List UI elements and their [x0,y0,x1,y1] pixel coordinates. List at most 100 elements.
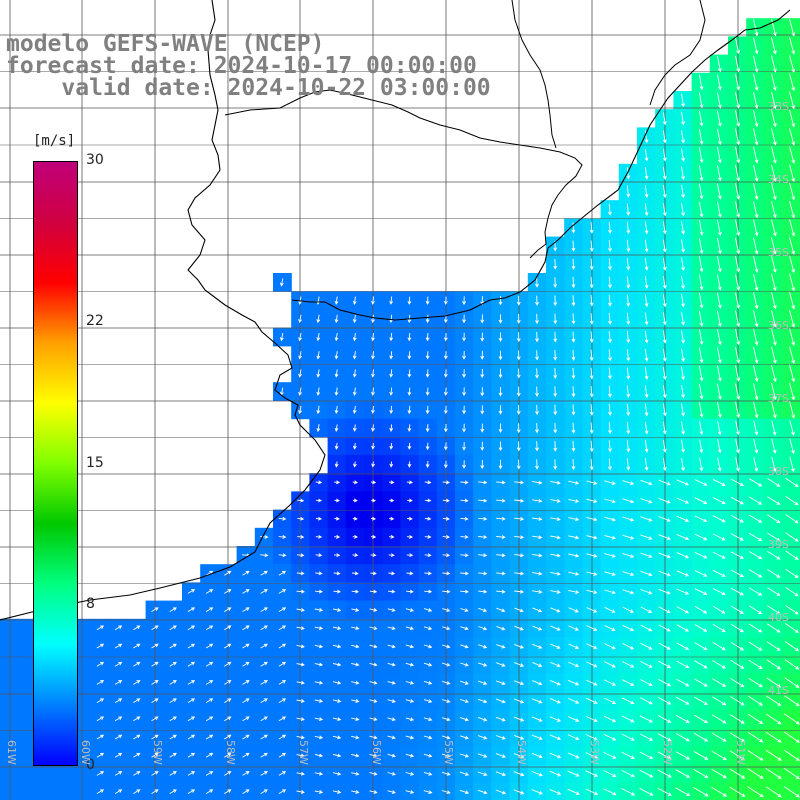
wind-arrow [585,697,598,704]
wind-arrow [716,201,722,218]
wind-arrow [622,624,635,632]
wind-arrow [589,240,594,252]
wind-arrow [531,771,543,777]
wind-arrow [694,570,708,577]
wind-cell [782,728,800,747]
wind-arrow [133,752,141,758]
wind-arrow [784,659,800,670]
wind-arrow [371,498,377,503]
wind-arrow [442,680,451,685]
wind-arrow [442,608,451,612]
wind-arrow [496,680,506,686]
wind-arrow [771,110,777,128]
wind-arrow [639,769,654,778]
wind-arrow [442,571,451,576]
wind-arrow [553,277,558,288]
wind-arrow [789,255,796,274]
wind-cell [0,691,19,711]
wind-arrow [693,787,709,797]
wind-arrow [640,679,653,687]
wind-arrow [712,515,726,523]
wind-arrow [477,698,488,704]
wind-arrow [698,347,704,364]
wind-arrow [278,607,287,612]
wind-arrow [675,714,690,723]
wind-arrow [443,387,448,396]
wind-arrow [423,717,433,722]
wind-arrow [698,402,704,418]
wind-arrow [568,625,579,631]
wind-arrow [315,571,323,576]
wind-arrow [753,274,759,292]
wind-arrow [298,296,302,305]
wind-arrow [644,421,649,435]
wind-arrow [658,588,671,595]
wind-arrow [789,146,796,164]
wind-arrow [657,751,672,760]
wind-arrow [114,698,123,703]
wind-arrow [766,713,782,725]
wind-arrow [224,698,232,703]
wind-arrow [622,480,635,486]
wind-arrow [549,734,562,741]
wind-arrow [753,201,759,219]
wind-arrow [767,478,781,487]
wind-cell [473,782,492,800]
wind-arrow [332,626,342,631]
wind-arrow [169,698,177,703]
wind-arrow [407,369,412,378]
wind-arrow [681,93,686,108]
wind-arrow [316,332,321,342]
wind-arrow [698,74,704,91]
wind-arrow [698,383,704,400]
wind-arrow [711,768,727,779]
wind-arrow [495,716,506,722]
wind-arrow [789,91,796,110]
wind-cell [782,127,800,147]
wind-arrow [532,607,543,613]
wind-arrow [753,365,759,383]
wind-arrow [694,642,708,651]
wind-arrow [443,332,448,342]
wind-arrow [712,605,726,614]
wind-arrow [586,625,598,631]
wind-arrow [535,313,539,325]
lat-label: 41S [768,684,789,697]
wind-arrow [784,731,800,743]
wind-arrow [753,255,759,273]
wind-arrow [205,698,214,703]
wind-arrow [735,146,741,164]
wind-arrow [789,273,796,292]
wind-arrow [477,716,488,722]
wind-arrow [535,277,539,288]
wind-arrow [242,734,250,740]
wind-arrow [405,644,415,649]
wind-arrow [693,714,709,724]
wind-arrow [151,643,159,649]
wind-arrow [735,92,741,109]
wind-arrow [260,553,269,558]
wind-arrow [441,753,451,758]
wind-arrow [747,713,764,725]
wind-arrow [352,369,357,378]
coastline-east [291,9,791,321]
wind-arrow [351,699,360,703]
wind-arrow [423,644,433,649]
wind-arrow [789,55,796,73]
wind-arrow [224,752,232,758]
wind-arrow [698,183,704,200]
wind-arrow [771,255,777,273]
wind-arrow [425,424,430,433]
wind-arrow [644,185,649,198]
wind-arrow [589,458,594,471]
wind-arrow [423,735,433,740]
wind-arrow [589,276,594,289]
wind-arrow [735,237,741,255]
wind-arrow [513,771,525,777]
wind-arrow [748,641,763,651]
wind-arrow [681,257,686,272]
wind-arrow [698,311,704,327]
wind-cell [782,564,800,583]
